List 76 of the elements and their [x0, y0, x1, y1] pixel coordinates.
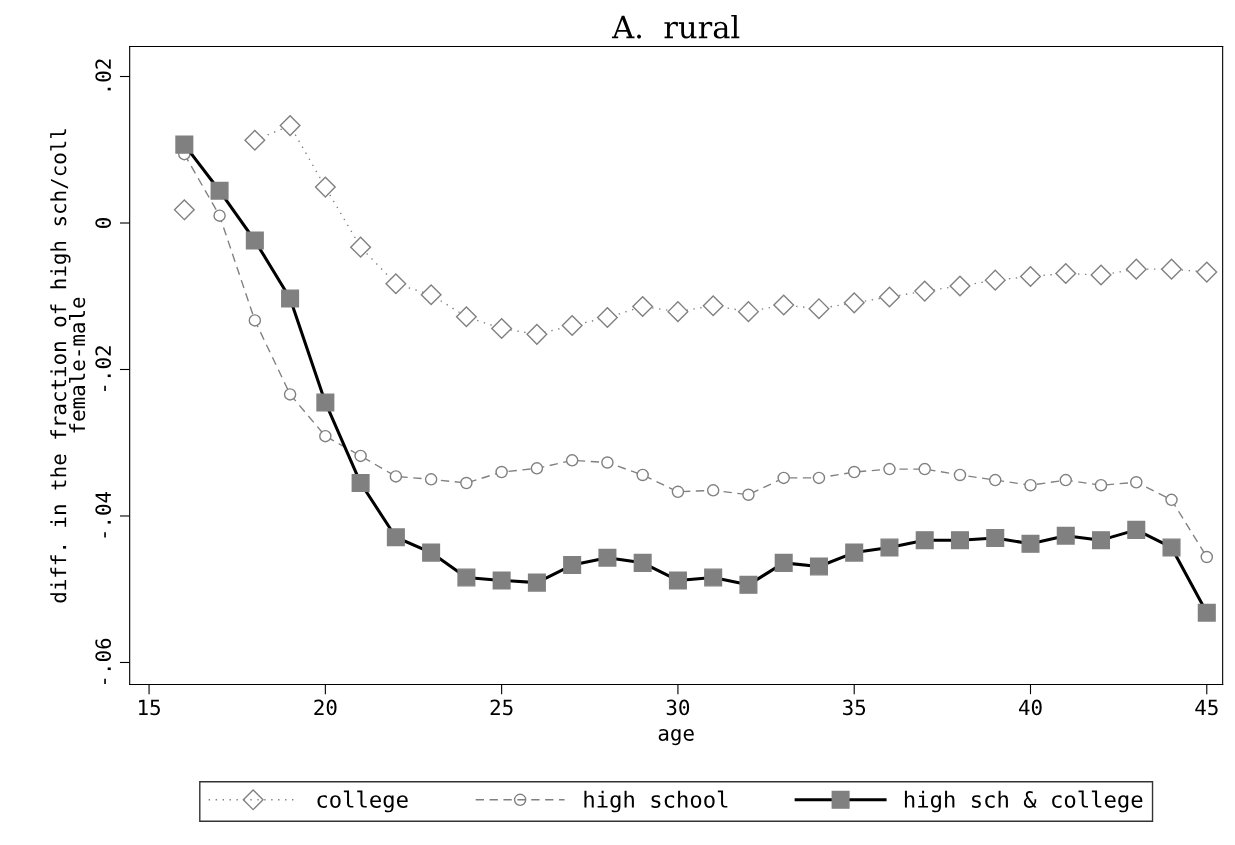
- chart-title: A. rural: [611, 14, 740, 39]
- legend-label: high sch & college: [904, 790, 1143, 813]
- point: [601, 456, 614, 469]
- point: [667, 301, 689, 323]
- point: [530, 462, 544, 475]
- point: [424, 473, 438, 486]
- point: [385, 273, 407, 295]
- legend-label: college: [317, 790, 408, 813]
- point: [1094, 478, 1108, 492]
- point: [883, 462, 896, 476]
- point: [495, 465, 508, 479]
- point: [636, 468, 649, 482]
- point: [1196, 261, 1218, 283]
- point: [812, 471, 826, 485]
- point: [283, 388, 297, 401]
- point: [737, 301, 759, 323]
- point: [491, 317, 513, 339]
- y-axis-title: diff. in the fraction of high sch/coll female-male: [50, 129, 86, 603]
- point: [953, 468, 967, 482]
- point: [918, 462, 931, 476]
- point: [984, 269, 1006, 291]
- point: [244, 129, 266, 151]
- point: [354, 449, 367, 463]
- point: [1165, 493, 1178, 507]
- point: [1090, 264, 1112, 286]
- point: [1024, 478, 1037, 492]
- point: [279, 115, 301, 137]
- point: [949, 275, 971, 297]
- point: [1125, 258, 1147, 280]
- y-tick-label: -.04: [95, 491, 112, 538]
- x-tick-label: 25: [490, 699, 513, 716]
- point: [596, 306, 618, 329]
- point: [706, 484, 720, 497]
- point: [455, 306, 477, 328]
- y-tick-label: .02: [95, 59, 112, 91]
- point: [420, 284, 442, 306]
- point: [847, 465, 861, 479]
- point: [843, 292, 865, 314]
- x-axis-title: age: [658, 728, 694, 746]
- point: [1130, 476, 1143, 489]
- point: [878, 286, 900, 308]
- legend-label: high school: [584, 790, 728, 813]
- point: [350, 236, 372, 258]
- point: [319, 429, 332, 443]
- y-tick-label: -.02: [95, 346, 112, 391]
- point: [526, 323, 548, 345]
- point: [314, 176, 336, 198]
- x-tick-label: 15: [139, 699, 160, 716]
- x-tick-label: 30: [666, 699, 690, 716]
- point: [742, 488, 755, 501]
- x-tick-label: 20: [314, 699, 337, 716]
- point: [671, 485, 685, 499]
- point: [988, 473, 1002, 487]
- point: [1161, 258, 1183, 280]
- point: [1055, 263, 1077, 285]
- point: [389, 470, 403, 483]
- point: [1059, 473, 1073, 487]
- point: [460, 476, 473, 490]
- point: [808, 298, 830, 320]
- point: [702, 295, 724, 317]
- point: [213, 209, 226, 222]
- point: [561, 315, 583, 337]
- point: [773, 294, 795, 316]
- point: [1019, 265, 1042, 287]
- y-tick-label: -.06: [95, 638, 112, 684]
- point: [1200, 550, 1214, 564]
- x-tick-label: 40: [1018, 699, 1042, 716]
- x-tick-label: 35: [843, 699, 866, 716]
- point: [777, 471, 790, 485]
- point: [914, 280, 936, 302]
- point: [248, 314, 262, 327]
- y-tick-label: 0: [95, 218, 112, 228]
- point: [632, 295, 654, 318]
- point: [173, 199, 195, 221]
- x-tick-label: 45: [1195, 699, 1218, 716]
- point: [565, 454, 579, 467]
